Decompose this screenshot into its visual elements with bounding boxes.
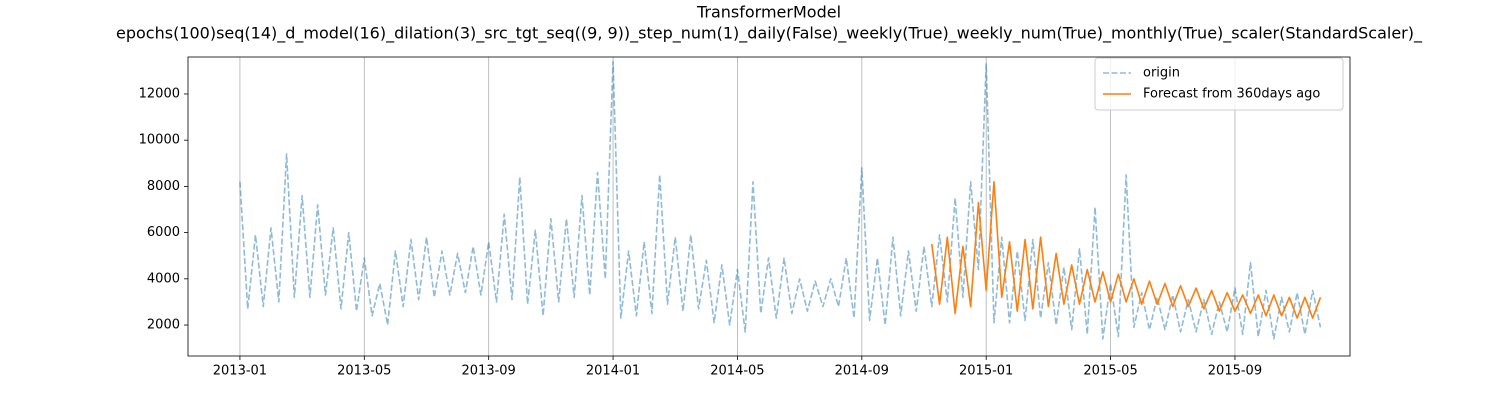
x-tick-label: 2013-09	[462, 364, 516, 379]
x-tick-label: 2014-01	[586, 364, 640, 379]
legend-label: origin	[1143, 66, 1180, 81]
x-tick-label: 2015-01	[959, 364, 1013, 379]
x-tick-label: 2015-05	[1083, 364, 1137, 379]
x-tick-label: 2014-09	[835, 364, 889, 379]
y-tick-label: 2000	[147, 318, 180, 333]
plot-frame	[187, 56, 1351, 357]
y-tick-label: 4000	[147, 271, 180, 286]
legend-label: Forecast from 360days ago	[1143, 87, 1320, 102]
legend: origin Forecast from 360days ago	[1094, 57, 1344, 111]
y-tick-label: 8000	[147, 179, 180, 194]
chart-title: TransformerModel	[696, 3, 841, 22]
series-line	[930, 180, 1322, 319]
chart-subtitle: epochs(100)seq(14)_d_model(16)_dilation(…	[116, 24, 1423, 44]
y-tick-label: 6000	[147, 225, 180, 240]
x-tick-label: 2013-01	[213, 364, 267, 379]
y-tick-label: 10000	[139, 133, 180, 148]
x-tick-label: 2014-05	[710, 364, 764, 379]
x-tick-label: 2013-05	[337, 364, 391, 379]
x-tick-label: 2015-09	[1208, 364, 1262, 379]
legend-box	[1094, 57, 1344, 111]
y-tick-label: 12000	[139, 86, 180, 101]
